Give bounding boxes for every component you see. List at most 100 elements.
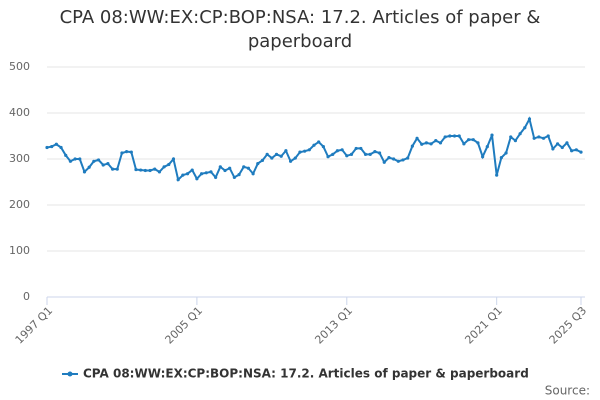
point bbox=[518, 132, 522, 136]
point bbox=[64, 153, 68, 157]
point bbox=[335, 149, 340, 153]
point bbox=[237, 173, 241, 177]
point bbox=[307, 148, 311, 152]
point bbox=[546, 134, 550, 138]
point bbox=[139, 168, 143, 172]
point bbox=[359, 146, 363, 151]
point bbox=[555, 142, 560, 146]
point bbox=[485, 144, 489, 149]
point bbox=[452, 134, 457, 138]
point bbox=[354, 146, 358, 151]
point bbox=[260, 158, 265, 162]
point bbox=[167, 162, 171, 167]
y-tick-label: 300 bbox=[9, 152, 30, 165]
point bbox=[68, 159, 73, 163]
point bbox=[457, 134, 461, 138]
point bbox=[326, 155, 330, 159]
point bbox=[331, 152, 335, 156]
point bbox=[73, 157, 77, 161]
point bbox=[527, 117, 532, 121]
point bbox=[214, 175, 218, 179]
point bbox=[560, 145, 564, 150]
x-tick-label: 2025 Q3 bbox=[547, 304, 590, 347]
point bbox=[363, 152, 368, 156]
point bbox=[204, 171, 208, 175]
point bbox=[504, 151, 508, 155]
point bbox=[513, 139, 518, 143]
point bbox=[298, 150, 302, 154]
point bbox=[410, 144, 414, 148]
point bbox=[312, 143, 316, 147]
point bbox=[185, 172, 190, 176]
point bbox=[490, 133, 494, 137]
point bbox=[532, 136, 536, 140]
legend-label: CPA 08:WW:EX:CP:BOP:NSA: 17.2. Articles … bbox=[83, 367, 529, 381]
point bbox=[54, 142, 58, 146]
point bbox=[190, 168, 194, 172]
point bbox=[509, 135, 513, 139]
point bbox=[223, 168, 227, 173]
point bbox=[279, 154, 283, 158]
point bbox=[448, 134, 452, 138]
point bbox=[434, 139, 438, 143]
point bbox=[523, 126, 527, 130]
point bbox=[50, 144, 54, 149]
point bbox=[195, 177, 199, 181]
point bbox=[87, 165, 91, 169]
y-tick-label: 100 bbox=[9, 244, 30, 257]
point bbox=[96, 158, 101, 162]
point bbox=[265, 152, 269, 156]
point bbox=[321, 144, 325, 149]
point bbox=[317, 140, 321, 144]
point bbox=[176, 178, 180, 182]
point bbox=[349, 152, 354, 156]
point bbox=[199, 172, 204, 176]
point bbox=[368, 152, 372, 156]
point bbox=[129, 150, 133, 154]
point bbox=[537, 135, 541, 139]
point bbox=[481, 155, 485, 159]
point bbox=[396, 159, 400, 163]
y-tick-label: 0 bbox=[23, 290, 30, 303]
x-tick-label: 2021 Q1 bbox=[462, 304, 505, 347]
point bbox=[293, 156, 297, 160]
point bbox=[392, 157, 396, 161]
point bbox=[565, 141, 569, 145]
point bbox=[476, 141, 480, 145]
point bbox=[345, 154, 349, 158]
legend-marker bbox=[67, 371, 73, 377]
point bbox=[551, 147, 555, 151]
point bbox=[228, 166, 232, 170]
source: Source: bbox=[545, 384, 590, 398]
point bbox=[429, 142, 433, 146]
point bbox=[45, 145, 49, 150]
y-tick-label: 200 bbox=[9, 198, 30, 211]
x-tick-label: 2005 Q1 bbox=[163, 304, 206, 347]
point bbox=[420, 142, 424, 146]
point bbox=[251, 172, 255, 176]
point bbox=[242, 165, 246, 169]
point bbox=[148, 168, 152, 173]
point bbox=[424, 141, 429, 145]
point bbox=[125, 150, 129, 154]
point bbox=[495, 173, 499, 177]
point bbox=[579, 150, 583, 154]
point bbox=[401, 158, 405, 162]
point bbox=[574, 148, 578, 152]
point bbox=[59, 145, 63, 150]
point bbox=[288, 159, 293, 163]
point bbox=[415, 136, 419, 140]
point bbox=[443, 135, 447, 139]
y-tick-label: 400 bbox=[9, 106, 30, 119]
point bbox=[270, 156, 274, 160]
point bbox=[157, 170, 162, 174]
point bbox=[284, 149, 288, 153]
point bbox=[143, 168, 147, 173]
point bbox=[462, 142, 466, 146]
point bbox=[466, 138, 471, 142]
point bbox=[499, 156, 503, 160]
point bbox=[82, 170, 87, 174]
point bbox=[471, 138, 475, 142]
